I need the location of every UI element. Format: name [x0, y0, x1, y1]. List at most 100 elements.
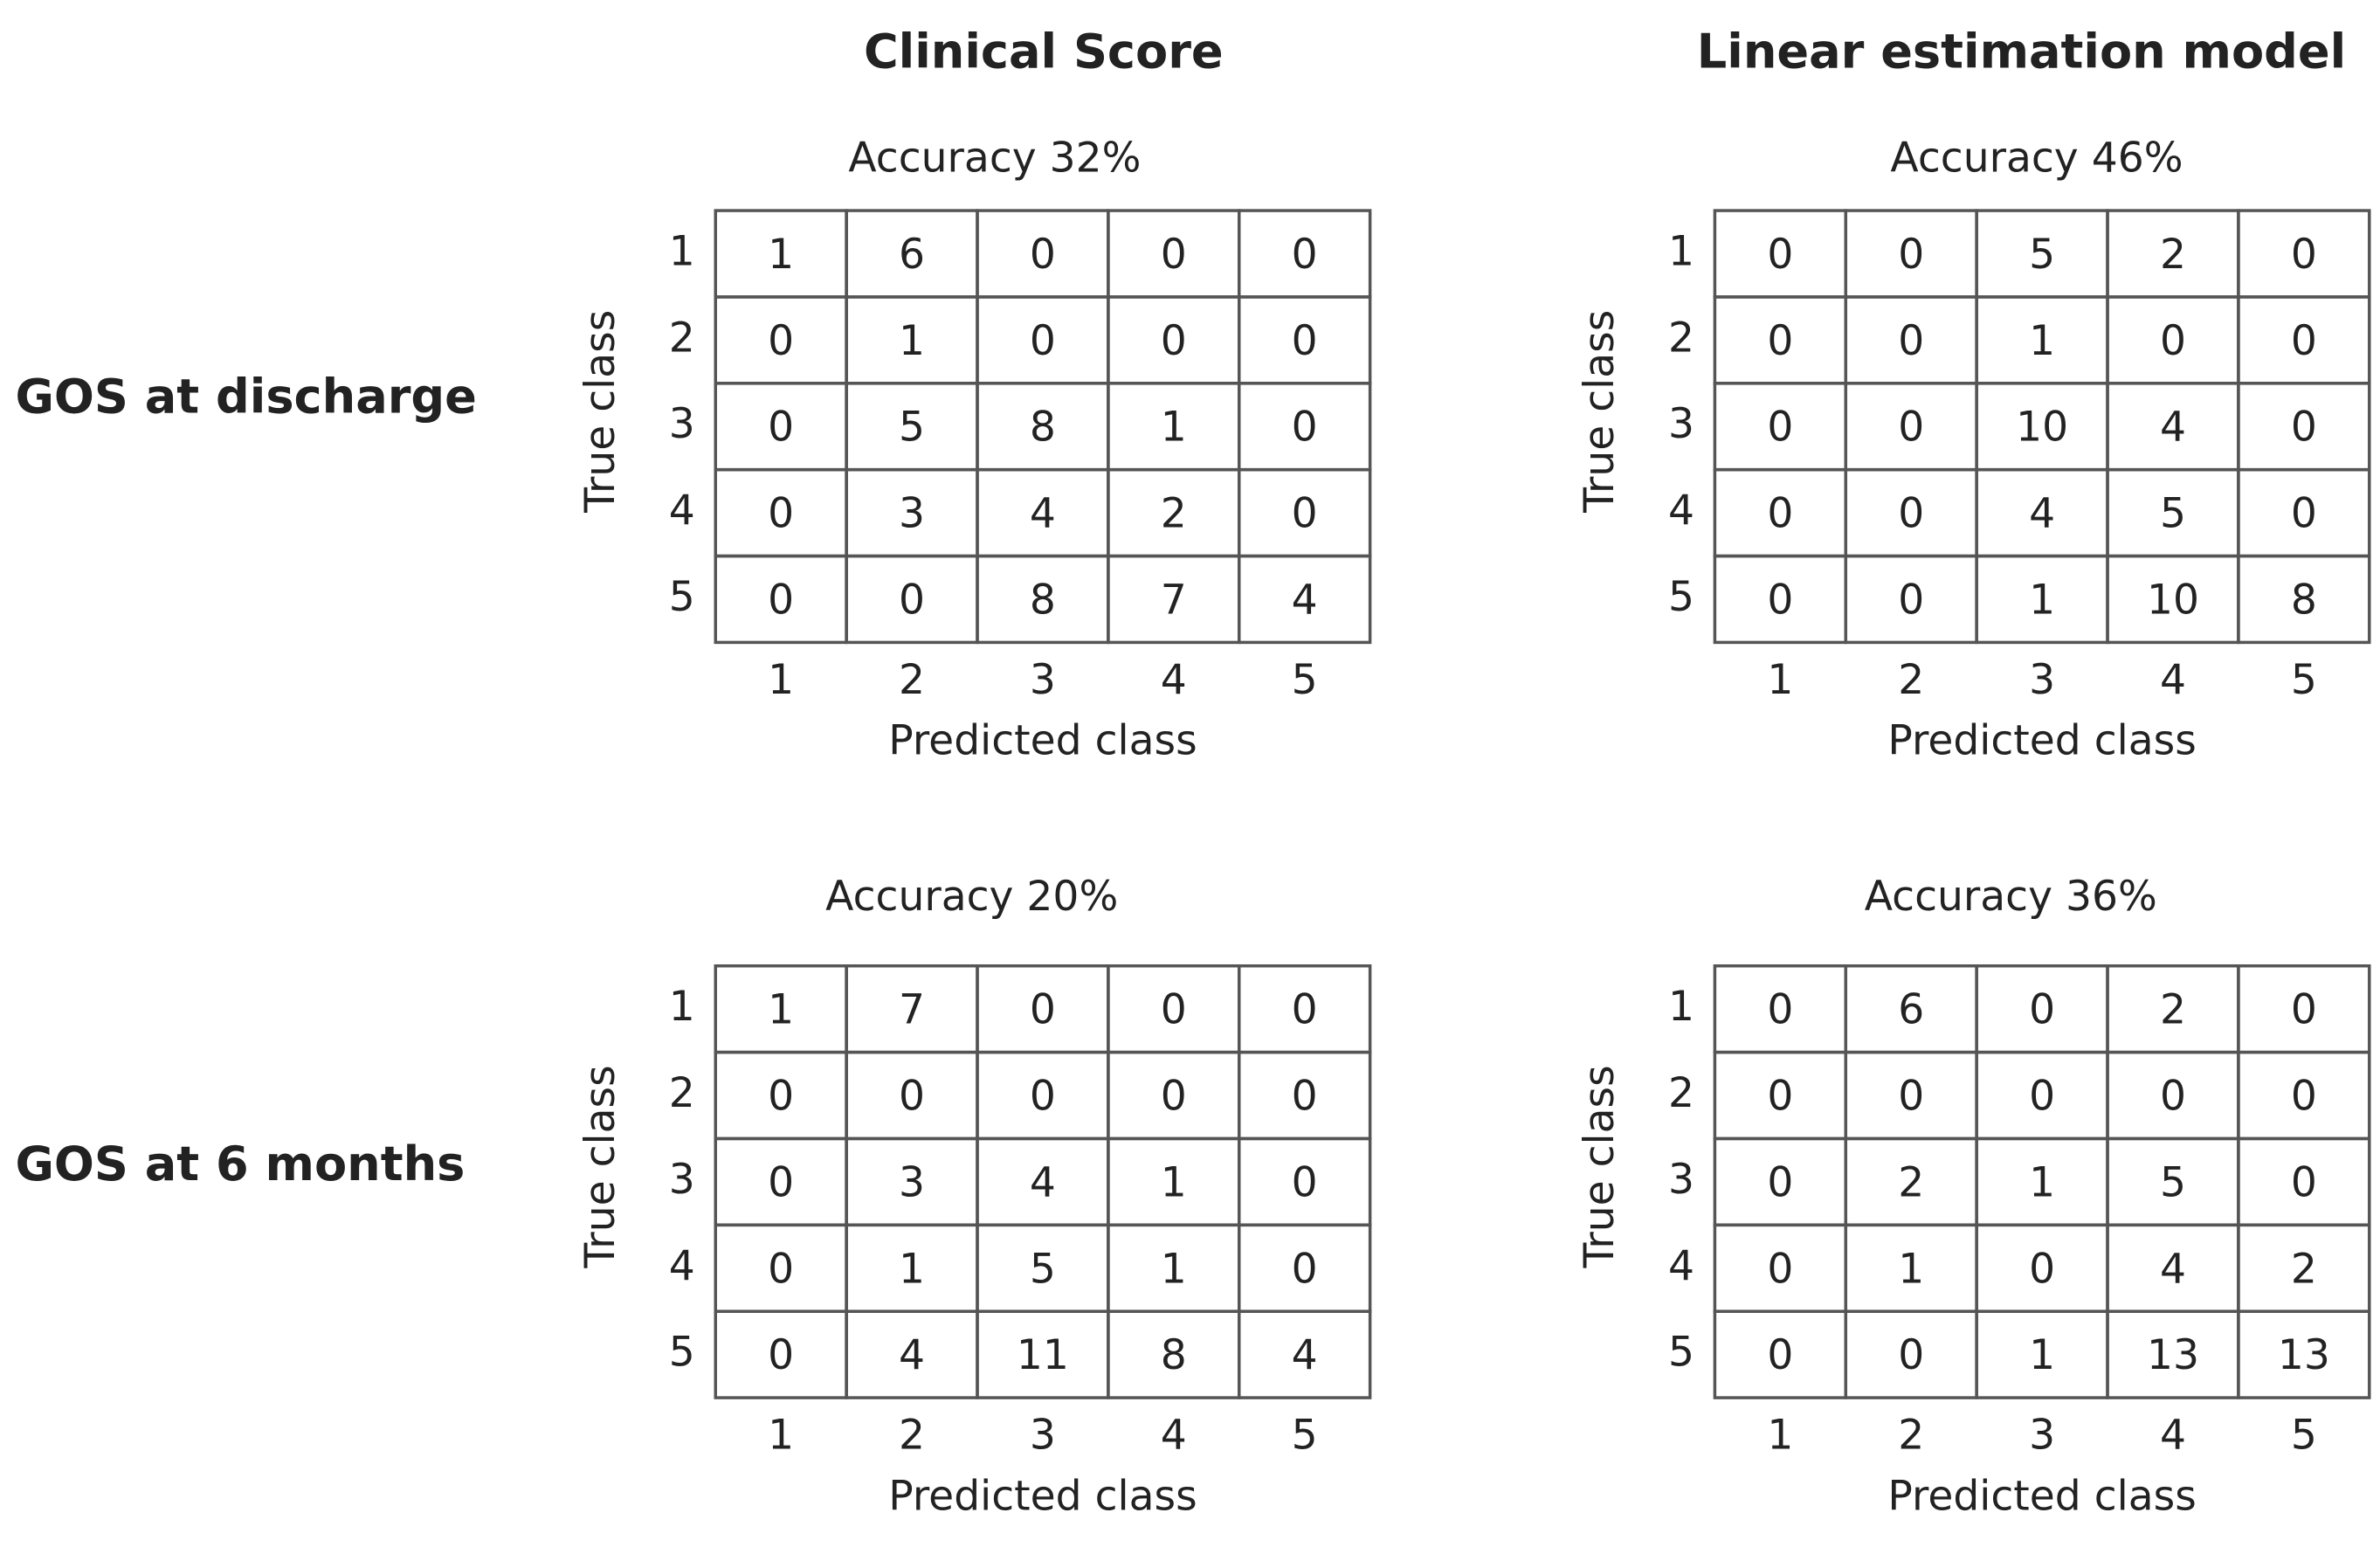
cell-value: 0	[1292, 231, 1318, 279]
cell-value: 1	[1898, 1245, 1924, 1293]
cell-value: 0	[1161, 231, 1187, 279]
cell-value: 5	[2160, 1158, 2186, 1206]
row-label: 3	[1668, 1156, 1694, 1204]
cell-value: 0	[1767, 1245, 1793, 1293]
cell-value: 0	[2160, 1073, 2186, 1121]
col-label: 2	[899, 656, 925, 704]
cell-value: 3	[899, 490, 925, 538]
row-label: 2	[1668, 314, 1694, 362]
cell-value: 0	[2291, 317, 2317, 365]
cell-value: 0	[1767, 1331, 1793, 1379]
cell-value: 0	[1767, 986, 1793, 1034]
row-label: 4	[1668, 487, 1694, 535]
row-label: 5	[1668, 1329, 1694, 1377]
cell-value: 0	[2029, 1073, 2055, 1121]
cell-value: 8	[1030, 404, 1056, 452]
cell-value: 4	[1030, 490, 1056, 538]
col-label: 5	[2291, 1411, 2317, 1459]
cell-value: 0	[899, 576, 925, 624]
cell-value: 0	[1161, 317, 1187, 365]
cell-value: 0	[1030, 317, 1056, 365]
cell-value: 0	[768, 1158, 794, 1206]
cell-value: 0	[2029, 1245, 2055, 1293]
cell-value: 13	[2278, 1331, 2330, 1379]
cell-value: 4	[2160, 404, 2186, 452]
cell-value: 5	[899, 404, 925, 452]
row-label: 5	[669, 1329, 695, 1377]
row-label: 2	[1668, 1069, 1694, 1117]
cell-value: 0	[768, 490, 794, 538]
cell-value: 1	[899, 1245, 925, 1293]
cell-value: 0	[768, 1331, 794, 1379]
cell-value: 0	[768, 1073, 794, 1121]
accuracy: Accuracy 36%	[1865, 873, 2157, 921]
row-label: 5	[669, 573, 695, 621]
row-label: 4	[669, 487, 695, 535]
x-axis-label: Predicted class	[888, 717, 1197, 765]
cell-value: 0	[2291, 1158, 2317, 1206]
cell-value: 0	[1292, 404, 1318, 452]
cell-value: 7	[899, 986, 925, 1034]
col-label: 4	[2160, 1411, 2186, 1459]
cell-value: 4	[2160, 1245, 2186, 1293]
row-label: 1	[669, 228, 695, 276]
cell-value: 0	[1030, 986, 1056, 1034]
col-label: 1	[768, 656, 794, 704]
cell-value: 0	[1292, 490, 1318, 538]
col-label: 1	[1767, 656, 1793, 704]
cell-value: 0	[1161, 1073, 1187, 1121]
y-axis-label: True class	[576, 310, 624, 514]
cell-value: 0	[1161, 986, 1187, 1034]
cell-value: 0	[1767, 1073, 1793, 1121]
row-label: 2	[669, 314, 695, 362]
column-title: Linear estimation model	[1697, 24, 2346, 79]
cell-value: 4	[1030, 1158, 1056, 1206]
col-label: 4	[1161, 656, 1187, 704]
col-label: 2	[1898, 1411, 1924, 1459]
cell-value: 0	[768, 1245, 794, 1293]
cell-value: 0	[1898, 1331, 1924, 1379]
cell-value: 1	[2029, 317, 2055, 365]
cell-value: 0	[2291, 490, 2317, 538]
cell-value: 0	[768, 317, 794, 365]
row-label: 1	[1668, 228, 1694, 276]
row-label: 3	[669, 400, 695, 448]
cell-value: 1	[768, 986, 794, 1034]
x-axis-label: Predicted class	[1887, 1472, 2196, 1520]
col-label: 3	[2029, 656, 2055, 704]
column-title: Clinical Score	[864, 24, 1224, 79]
cell-value: 0	[1767, 1158, 1793, 1206]
cell-value: 0	[1030, 231, 1056, 279]
cell-value: 0	[1898, 576, 1924, 624]
col-label: 1	[1767, 1411, 1793, 1459]
cell-value: 0	[2291, 986, 2317, 1034]
cell-value: 5	[2160, 490, 2186, 538]
cell-value: 0	[1030, 1073, 1056, 1121]
col-label: 2	[1898, 656, 1924, 704]
cell	[1238, 1309, 1372, 1399]
cell-value: 1	[1161, 1158, 1187, 1206]
cell-value: 2	[2160, 986, 2186, 1034]
cell-value: 2	[1161, 490, 1187, 538]
cell-value: 1	[1161, 404, 1187, 452]
row-label: 1	[669, 983, 695, 1031]
cell-value: 0	[1292, 986, 1318, 1034]
col-label: 4	[2160, 656, 2186, 704]
cell-value: 0	[899, 1073, 925, 1121]
cell-value: 2	[2160, 231, 2186, 279]
cell-value: 0	[768, 576, 794, 624]
cell-value: 8	[1161, 1331, 1187, 1379]
x-axis-label: Predicted class	[888, 1472, 1197, 1520]
row-label: 4	[1668, 1242, 1694, 1290]
col-label: 5	[1292, 1411, 1318, 1459]
col-label: 3	[2029, 1411, 2055, 1459]
cell-value: 4	[899, 1331, 925, 1379]
col-label: 2	[899, 1411, 925, 1459]
cell-value: 4	[2029, 490, 2055, 538]
accuracy: Accuracy 20%	[825, 873, 1118, 921]
cell-value: 6	[899, 231, 925, 279]
cell-value: 0	[1767, 317, 1793, 365]
cell-value: 0	[1292, 1158, 1318, 1206]
